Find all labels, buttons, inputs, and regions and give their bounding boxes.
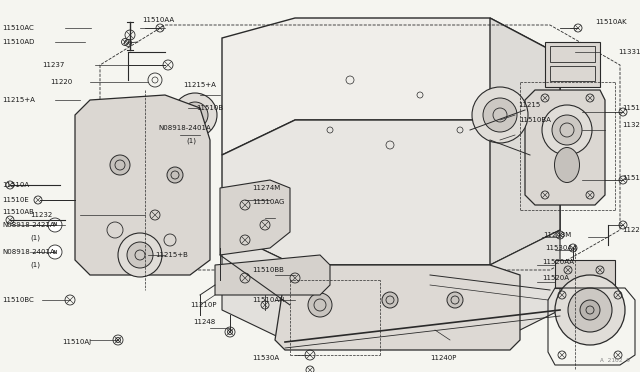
- Text: 11510A: 11510A: [2, 182, 29, 188]
- Text: 11215+B: 11215+B: [155, 252, 188, 258]
- Bar: [555, 260, 615, 288]
- Circle shape: [308, 293, 332, 317]
- Circle shape: [542, 105, 592, 155]
- Text: 11232: 11232: [30, 212, 52, 218]
- Circle shape: [137, 107, 173, 143]
- Circle shape: [127, 242, 153, 268]
- Polygon shape: [220, 180, 290, 255]
- Text: 11510BB: 11510BB: [252, 267, 284, 273]
- Circle shape: [110, 155, 130, 175]
- Text: 11320: 11320: [622, 122, 640, 128]
- Text: N08918-2421A: N08918-2421A: [2, 222, 54, 228]
- Bar: [545, 42, 600, 87]
- Text: 11510BC: 11510BC: [2, 297, 34, 303]
- Polygon shape: [75, 95, 210, 275]
- Text: 11237: 11237: [42, 62, 65, 68]
- Circle shape: [48, 245, 62, 259]
- Circle shape: [182, 102, 208, 128]
- Text: 11510AG: 11510AG: [252, 199, 284, 205]
- Text: 11510AF: 11510AF: [622, 175, 640, 181]
- Text: 11510AB: 11510AB: [2, 209, 34, 215]
- Text: N08918-2401A: N08918-2401A: [2, 249, 55, 255]
- Text: 11248M: 11248M: [543, 232, 572, 238]
- Text: 11510AE: 11510AE: [622, 105, 640, 111]
- Text: 11510AK: 11510AK: [595, 19, 627, 25]
- Text: N: N: [53, 222, 57, 228]
- Circle shape: [483, 98, 517, 132]
- Polygon shape: [490, 18, 560, 265]
- Circle shape: [472, 87, 528, 143]
- Bar: [550, 46, 595, 62]
- Polygon shape: [525, 90, 605, 205]
- Circle shape: [580, 300, 600, 320]
- Text: 11220: 11220: [50, 79, 72, 85]
- Text: A 2102 9: A 2102 9: [600, 357, 630, 362]
- Circle shape: [382, 292, 398, 308]
- Text: 11240P: 11240P: [430, 355, 456, 361]
- Text: 11210P: 11210P: [190, 302, 216, 308]
- Circle shape: [552, 115, 582, 145]
- Polygon shape: [215, 255, 330, 295]
- Circle shape: [127, 97, 183, 153]
- Text: 11510BA: 11510BA: [519, 117, 551, 123]
- Circle shape: [173, 93, 217, 137]
- Text: 11331: 11331: [618, 49, 640, 55]
- Text: 11510AJ: 11510AJ: [62, 339, 91, 345]
- Circle shape: [118, 233, 162, 277]
- Text: 11510AH: 11510AH: [252, 297, 284, 303]
- Text: 11530AA: 11530AA: [545, 245, 577, 251]
- Text: N08918-2401A: N08918-2401A: [158, 125, 211, 131]
- Text: 11510AA: 11510AA: [142, 17, 174, 23]
- Polygon shape: [222, 120, 560, 265]
- Circle shape: [48, 218, 62, 232]
- Text: 11510AC: 11510AC: [2, 25, 34, 31]
- Text: 11510E: 11510E: [2, 197, 29, 203]
- Text: 11248: 11248: [193, 319, 215, 325]
- Text: 11530A: 11530A: [252, 355, 279, 361]
- Circle shape: [447, 292, 463, 308]
- Text: (1): (1): [30, 262, 40, 268]
- Text: 11215+A: 11215+A: [2, 97, 35, 103]
- Polygon shape: [222, 230, 560, 345]
- Circle shape: [568, 288, 612, 332]
- Text: (1): (1): [30, 235, 40, 241]
- Ellipse shape: [554, 148, 579, 183]
- Text: 11220M: 11220M: [622, 227, 640, 233]
- Polygon shape: [275, 265, 520, 350]
- Circle shape: [167, 167, 183, 183]
- Text: 11215: 11215: [518, 102, 540, 108]
- Text: (1): (1): [186, 138, 196, 144]
- Text: 11510AD: 11510AD: [2, 39, 35, 45]
- Text: N: N: [53, 250, 57, 254]
- Text: 11274M: 11274M: [252, 185, 280, 191]
- Text: 11520A: 11520A: [542, 275, 569, 281]
- Circle shape: [555, 275, 625, 345]
- Text: 11520AA: 11520AA: [542, 259, 574, 265]
- Text: 11215+A: 11215+A: [183, 82, 216, 88]
- Polygon shape: [222, 18, 560, 155]
- Text: 11510B: 11510B: [196, 105, 223, 111]
- Bar: [550, 66, 595, 81]
